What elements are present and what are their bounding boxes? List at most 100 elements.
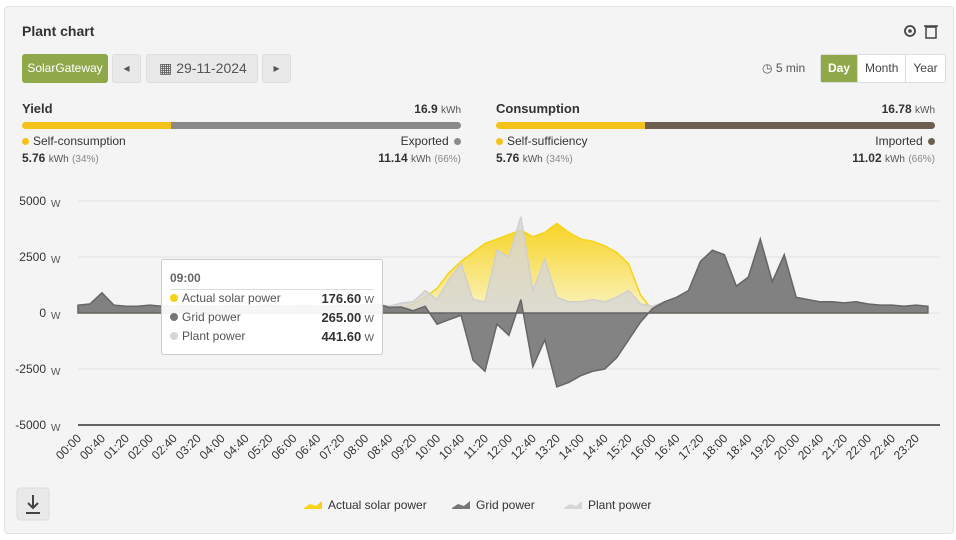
y-unit: W [51,423,61,434]
value: 441.60 [321,329,362,344]
percent: (66%) [434,154,461,165]
x-tick-label: 05:20 [245,431,276,462]
x-tick-label: 18:40 [723,431,754,462]
x-tick-label: 13:20 [532,431,563,462]
icons[interactable] [902,23,944,39]
value: 5.76 [22,151,46,165]
x-tick-label: 02:40 [149,431,180,462]
unit: W [364,314,374,325]
summary-title: Consumption [496,101,580,116]
x-tick-label: 00:40 [77,431,108,462]
period-button[interactable]: Year [905,55,944,82]
percent: (34%) [72,154,99,165]
value: 265.00 [321,310,362,325]
value-right: 11.02 kWh (66%) [496,151,935,165]
value-left: 5.76 kWh (34%) [496,151,573,165]
total-value: 16.9 [414,102,438,116]
interval-text: 5 min [775,61,806,75]
dot [170,294,178,302]
dot [496,138,503,145]
x-tick-label: 06:00 [268,431,299,462]
tooltip-value: 441.60 W [321,329,374,344]
dot [928,138,935,145]
total-unit: kWh [915,105,935,116]
bar-right [645,122,935,129]
prev-button[interactable]: ◂ [112,54,141,83]
gateway-button[interactable]: SolarGateway [22,54,108,83]
name: Self-sufficiency [507,134,588,148]
tooltip-value: 176.60 W [321,291,374,306]
x-tick-label: 02:00 [125,431,156,462]
period-group: Day Month Year [820,54,946,83]
summary-total: 16.78 kWh [496,102,935,116]
legend-right: Exported [22,134,461,148]
name: Exported [400,134,449,148]
x-tick-label: 18:00 [699,431,730,462]
y-tick-label: 0 [39,306,46,320]
dot [22,138,29,145]
period-button[interactable]: Day [821,55,858,82]
x-tick-label: 07:20 [316,431,347,462]
tooltip-row: Actual solar power [170,291,281,305]
value: 11.02 [852,151,882,165]
next-button[interactable]: ▸ [262,54,291,83]
total-value: 16.78 [881,102,912,116]
x-tick-label: 17:20 [675,431,706,462]
x-tick-label: 20:00 [771,431,802,462]
value: 5.76 [496,151,520,165]
unit: kWh [884,154,905,165]
x-tick-label: 04:40 [221,431,252,462]
tooltip-title: 09:00 [170,271,201,285]
value: 176.60 [321,291,362,306]
x-tick-label: 23:20 [891,431,922,462]
dot [170,313,178,321]
tooltip-divider [170,289,374,290]
period-button[interactable]: Month [857,55,905,82]
interval[interactable]: ◷ 5 min [762,61,806,75]
x-tick-label: 20:40 [795,431,826,462]
x-tick-label: 03:20 [173,431,204,462]
x-tick-label: 09:20 [388,431,419,462]
legend-label: Plant power [588,498,651,512]
x-tick-label: 08:00 [340,431,371,462]
x-tick-label: 22:00 [843,431,874,462]
x-tick-label: 19:20 [747,431,778,462]
tooltip: 09:00 Actual solar power 176.60 W Grid powe… [161,259,383,355]
tooltip-row: Grid power [170,310,241,324]
x-tick-label: 14:40 [580,431,611,462]
tooltip-row: Plant power [170,329,245,343]
dot [454,138,461,145]
value-right: 11.14 kWh (66%) [22,151,461,165]
percent: (66%) [908,154,935,165]
tooltip-name: Actual solar power [182,291,281,305]
x-tick-label: 16:40 [651,431,682,462]
legend-right: Imported [496,134,935,148]
date-field[interactable]: ▦ 29-11-2024 [146,54,258,83]
tooltip-value: 265.00 W [321,310,374,325]
bar-left [496,122,646,129]
tooltip-name: Plant power [182,329,246,343]
x-tick-label: 10:00 [412,431,443,462]
x-tick-label: 16:00 [628,431,659,462]
unit: kWh [410,154,431,165]
unit: W [364,295,374,306]
download-icon [26,495,40,514]
x-tick-label: 06:40 [292,431,323,462]
legend-left: Self-consumption [22,134,126,148]
legend-left: Self-sufficiency [496,134,587,148]
x-tick-label: 04:00 [197,431,228,462]
summary-title: Yield [22,101,53,116]
name: Imported [875,134,923,148]
dot [170,332,178,340]
y-unit: W [51,255,61,266]
x-tick-label: 00:00 [53,431,84,462]
percent: (34%) [546,154,573,165]
y-tick-label: 2500 [19,250,46,264]
x-tick-label: 15:20 [604,431,635,462]
x-tick-label: 12:40 [508,431,539,462]
x-tick-label: 14:00 [556,431,587,462]
x-tick-label: 01:20 [101,431,132,462]
y-unit: W [51,367,61,378]
unit: kWh [522,154,543,165]
summary-total: 16.9 kWh [22,102,461,116]
